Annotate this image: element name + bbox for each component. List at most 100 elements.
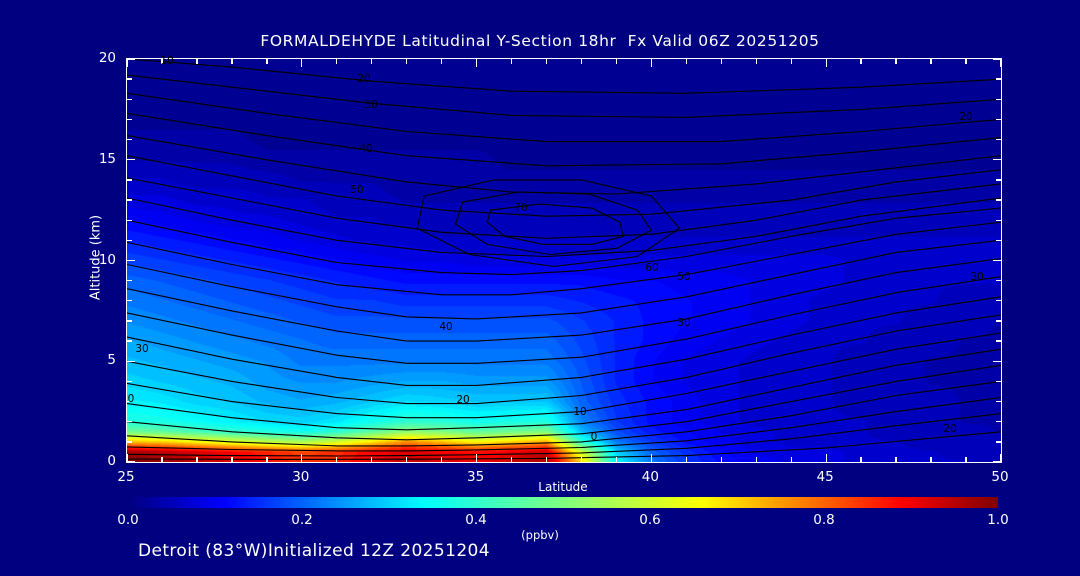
x-tick-top (440, 59, 443, 65)
x-tick-top (266, 59, 268, 65)
y-tick-right (995, 98, 1001, 100)
y-tick (127, 118, 133, 121)
y-tick-label: 5 (107, 352, 116, 369)
x-tick-label: 35 (467, 469, 485, 485)
x-tick (930, 456, 932, 462)
x-tick-label: 25 (117, 469, 135, 485)
x-tick (580, 456, 583, 462)
colorbar-tick-label: 0.6 (639, 512, 661, 528)
y-tick (127, 279, 133, 282)
y-tick (127, 239, 133, 242)
y-tick (127, 360, 136, 362)
y-tick (127, 59, 136, 60)
x-tick (1000, 453, 1001, 462)
y-tick-right (995, 300, 1001, 302)
y-tick-right (992, 360, 1001, 362)
contour-label: 10 (160, 55, 174, 67)
y-tick-right (995, 441, 1001, 443)
y-tick (127, 259, 136, 262)
y-tick-label: 20 (98, 50, 116, 66)
x-tick-top (685, 59, 688, 65)
y-tick (127, 219, 133, 221)
y-tick-right (995, 380, 1001, 383)
colorbar-tick-label: 0.2 (291, 512, 313, 528)
y-tick (127, 461, 136, 462)
contour-overlay (127, 59, 1001, 460)
y-tick-right (992, 59, 1001, 60)
y-tick-right (995, 219, 1001, 221)
x-tick-top (405, 59, 408, 65)
x-tick (615, 456, 618, 462)
x-tick-top (336, 59, 338, 65)
y-tick (127, 98, 133, 100)
contour-label: 30 (677, 317, 691, 329)
y-tick-right (992, 461, 1001, 462)
contour-label: 10 (573, 406, 587, 418)
y-tick (127, 300, 133, 302)
contour-label: 50 (350, 184, 364, 196)
x-tick (685, 456, 688, 462)
y-tick (127, 320, 133, 322)
x-tick-label: 50 (991, 469, 1009, 485)
x-tick (545, 456, 548, 462)
colorbar-tick-label: 0.8 (813, 512, 835, 528)
x-tick-label: 45 (816, 469, 834, 485)
y-tick-right (995, 138, 1001, 141)
x-tick-top (161, 59, 163, 65)
footer-caption: Detroit (83°W)Initialized 12Z 20251204 (138, 541, 490, 561)
page-title: FORMALDEHYDE Latitudinal Y-Section 18hr … (260, 32, 820, 50)
x-tick (650, 453, 653, 462)
y-tick-label: 15 (98, 150, 116, 167)
contour-label: 40 (439, 321, 453, 333)
y-tick (127, 441, 133, 443)
y-tick (127, 421, 133, 423)
y-tick-right (992, 259, 1001, 262)
colorbar-tick-label: 0.0 (117, 512, 139, 528)
x-tick-top (545, 59, 548, 65)
y-tick-right (995, 78, 1001, 80)
y-tick-right (995, 340, 1001, 342)
y-tick (127, 400, 133, 403)
x-tick-top (301, 59, 303, 68)
x-tick (720, 456, 722, 462)
x-tick (336, 456, 338, 462)
y-tick (127, 138, 133, 141)
x-tick-top (965, 59, 967, 65)
y-tick (127, 199, 133, 201)
x-tick-top (825, 59, 827, 68)
x-axis-title: Latitude (538, 480, 588, 494)
y-tick-right (995, 118, 1001, 121)
x-tick-label: 30 (292, 469, 310, 485)
y-tick (127, 179, 133, 181)
y-tick-right (995, 179, 1001, 181)
x-tick (965, 456, 967, 462)
x-tick-top (1000, 59, 1001, 68)
y-tick-right (995, 199, 1001, 201)
y-tick-right (992, 159, 1001, 161)
contour-label: 0 (127, 393, 135, 405)
y-tick-label: 0 (107, 453, 116, 469)
contour-label: 30 (135, 343, 149, 355)
y-tick-right (995, 400, 1001, 403)
x-tick-top (615, 59, 618, 65)
contour-label: 50 (677, 271, 691, 283)
x-tick (231, 456, 233, 462)
contour-label: 20 (943, 423, 957, 435)
x-tick-top (650, 59, 653, 68)
x-tick-top (860, 59, 862, 65)
x-tick (371, 456, 373, 462)
contour-label: 20 (357, 73, 371, 85)
x-tick (405, 456, 408, 462)
y-tick (127, 380, 133, 383)
x-tick (755, 456, 757, 462)
x-tick (127, 453, 128, 462)
y-tick-right (995, 279, 1001, 282)
x-tick (790, 456, 792, 462)
colorbar-tick-label: 1.0 (987, 512, 1009, 528)
colorbar (128, 497, 998, 508)
y-tick (127, 340, 133, 342)
contour-label: 30 (364, 99, 378, 111)
x-tick-top (720, 59, 722, 65)
x-tick-top (231, 59, 233, 65)
